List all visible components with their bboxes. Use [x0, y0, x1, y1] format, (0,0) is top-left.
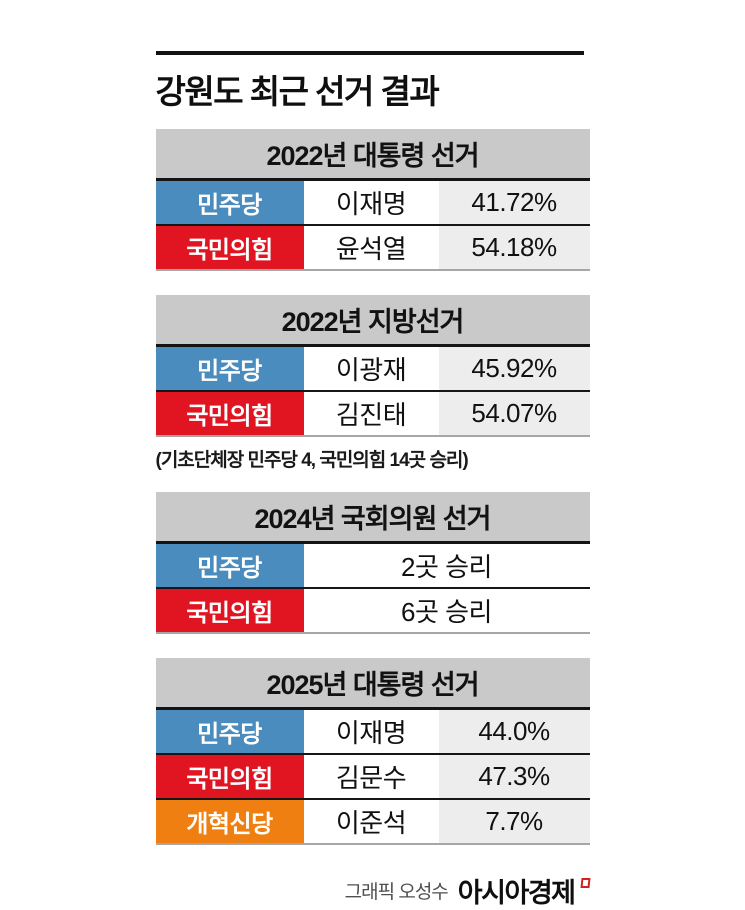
- vote-share-cell: 7.7%: [438, 800, 590, 843]
- table-row: 민주당 이광재 45.92%: [155, 347, 590, 392]
- publisher-logo: 아시아경제: [457, 878, 576, 908]
- publisher-logo-mark-icon: [579, 877, 591, 888]
- vote-share-cell: 41.72%: [438, 181, 590, 224]
- table-2025-presidential: 2025년 대통령 선거 민주당 이재명 44.0% 국민의힘 김문수 47.3…: [155, 658, 590, 845]
- table-2022-presidential: 2022년 대통령 선거 민주당 이재명 41.72% 국민의힘 윤석열 54.…: [155, 129, 590, 271]
- local-election-footnote: (기초단체장 민주당 4, 국민의힘 14곳 승리): [155, 450, 469, 471]
- candidate-cell: 윤석열: [303, 226, 439, 269]
- candidate-cell: 김문수: [303, 755, 439, 798]
- vote-share-cell: 54.07%: [438, 392, 590, 435]
- table-row: 국민의힘 윤석열 54.18%: [155, 226, 590, 271]
- table-row: 민주당 이재명 41.72%: [155, 181, 590, 226]
- table-header: 2022년 지방선거: [155, 295, 590, 347]
- table-row: 민주당 이재명 44.0%: [155, 710, 590, 755]
- table-row: 국민의힘 김문수 47.3%: [155, 755, 590, 800]
- table-row: 개혁신당 이준석 7.7%: [155, 800, 590, 845]
- candidate-cell: 이재명: [303, 710, 439, 753]
- party-cell: 개혁신당: [155, 800, 304, 843]
- candidate-cell: 김진태: [303, 392, 439, 435]
- table-2022-local: 2022년 지방선거 민주당 이광재 45.92% 국민의힘 김진태 54.07…: [155, 295, 590, 437]
- table-header: 2022년 대통령 선거: [155, 129, 590, 181]
- page-title: 강원도 최근 선거 결과: [155, 73, 440, 110]
- party-cell: 국민의힘: [155, 755, 304, 798]
- vote-share-cell: 47.3%: [438, 755, 590, 798]
- content-column: 강원도 최근 선거 결과 2022년 대통령 선거 민주당 이재명 41.72%…: [155, 0, 591, 910]
- candidate-cell: 이준석: [303, 800, 439, 843]
- seats-won-cell: 2곳 승리: [303, 544, 590, 587]
- vote-share-cell: 54.18%: [438, 226, 590, 269]
- candidate-cell: 이광재: [303, 347, 439, 390]
- vote-share-cell: 45.92%: [438, 347, 590, 390]
- graphic-credit: 그래픽 오성수: [344, 882, 449, 903]
- table-header: 2025년 대통령 선거: [155, 658, 590, 710]
- vote-share-cell: 44.0%: [438, 710, 590, 753]
- party-cell: 민주당: [155, 710, 304, 753]
- party-cell: 민주당: [155, 181, 304, 224]
- seats-won-cell: 6곳 승리: [303, 589, 590, 632]
- table-row: 민주당 2곳 승리: [155, 544, 590, 589]
- party-cell: 국민의힘: [155, 589, 304, 632]
- footer: 그래픽 오성수 아시아경제: [156, 871, 591, 910]
- party-cell: 민주당: [155, 544, 304, 587]
- party-cell: 국민의힘: [155, 226, 304, 269]
- table-row: 국민의힘 김진태 54.07%: [155, 392, 590, 437]
- table-row: 국민의힘 6곳 승리: [155, 589, 590, 634]
- table-header: 2024년 국회의원 선거: [155, 492, 590, 544]
- party-cell: 민주당: [155, 347, 304, 390]
- candidate-cell: 이재명: [303, 181, 439, 224]
- party-cell: 국민의힘: [155, 392, 304, 435]
- top-rule-divider: [155, 51, 584, 55]
- table-2024-assembly: 2024년 국회의원 선거 민주당 2곳 승리 국민의힘 6곳 승리: [155, 492, 590, 634]
